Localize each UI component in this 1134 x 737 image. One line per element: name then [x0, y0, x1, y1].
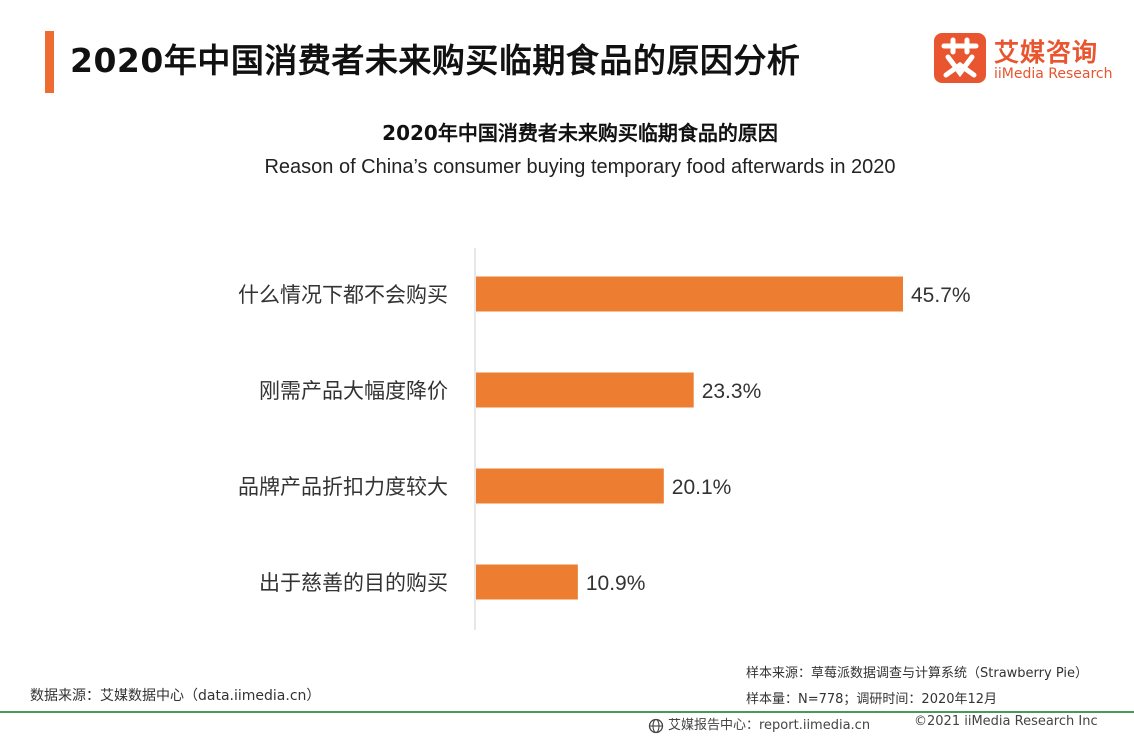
- bar-value-label: 45.7%: [911, 284, 971, 307]
- globe-icon: [648, 718, 664, 733]
- category-label: 品牌产品折扣力度较大: [238, 475, 448, 499]
- footer-divider: [0, 711, 1134, 713]
- iimedia-logo[interactable]: 艾媒咨询 iiMedia Research: [934, 33, 1124, 85]
- chart-title: 2020年中国消费者未来购买临期食品的原因: [382, 121, 778, 145]
- report-center-link[interactable]: 艾媒报告中心：report.iimedia.cn: [648, 714, 870, 734]
- copyright-text: ©2021 iiMedia Research Inc: [914, 714, 1098, 729]
- category-label: 什么情况下都不会购买: [238, 283, 448, 307]
- logo-ai-glyph-icon: [941, 37, 979, 78]
- bar-value-label: 10.9%: [586, 572, 646, 595]
- bar: [476, 564, 578, 600]
- category-label: 出于慈善的目的购买: [259, 571, 448, 595]
- bar-value-label: 20.1%: [672, 476, 732, 499]
- sample-info-note: 样本量：N=778；调研时间：2020年12月: [746, 692, 998, 707]
- bar-chart: 什么情况下都不会购买 45.7% 刚需产品大幅度降价 23.3% 品牌产品折扣力度较大 2…: [238, 248, 971, 630]
- page-title: 2020年中国消费者未来购买临期食品的原因分析: [70, 41, 801, 80]
- logo-text-cn: 艾媒咨询: [994, 38, 1099, 67]
- logo-mark: [934, 33, 986, 83]
- title-accent-bar: [45, 31, 54, 93]
- report-center-text: 艾媒报告中心：report.iimedia.cn: [668, 718, 871, 733]
- bar: [476, 276, 903, 312]
- logo-text-en: iiMedia Research: [994, 66, 1113, 82]
- category-label: 刚需产品大幅度降价: [259, 379, 448, 403]
- data-source-note: 数据来源：艾媒数据中心（data.iimedia.cn）: [30, 688, 321, 704]
- bar-value-label: 23.3%: [702, 380, 762, 403]
- bar: [476, 468, 664, 504]
- chart-subtitle: Reason of China’s consumer buying tempor…: [264, 156, 896, 178]
- bar: [476, 372, 694, 408]
- sample-source-note: 样本来源：草莓派数据调查与计算系统（Strawberry Pie）: [746, 666, 1088, 681]
